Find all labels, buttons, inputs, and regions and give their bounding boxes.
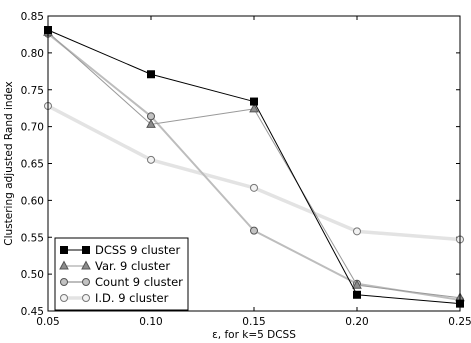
data-point (147, 112, 155, 121)
legend-item: Count 9 cluster (60, 275, 183, 289)
data-point (250, 226, 258, 235)
legend: DCSS 9 cluster Var. 9 cluster Count 9 clus… (54, 237, 189, 311)
plot-series (43, 26, 465, 308)
legend-label: Count 9 cluster (95, 275, 183, 289)
series-line (47, 104, 461, 242)
x-tick-label: 0.10 (139, 316, 162, 328)
tick-labels: 0.05 0.10 0.15 0.20 0.25 0.45 0.50 0.55 0.60 0.65… (21, 11, 471, 328)
series-3 (44, 101, 464, 244)
legend-marker (82, 246, 90, 254)
legend-marker (59, 260, 69, 270)
data-point (250, 97, 258, 106)
y-tick-label: 0.80 (21, 48, 44, 60)
y-tick-label: 0.70 (21, 122, 44, 134)
legend-marker (60, 246, 68, 254)
data-point (352, 279, 362, 289)
legend-label: Var. 9 cluster (95, 259, 170, 273)
plot-area-frame (47, 15, 461, 312)
y-tick-label: 0.50 (21, 269, 44, 281)
legend-item: DCSS 9 cluster (60, 243, 180, 257)
data-point (249, 103, 259, 113)
x-tick-label: 0.15 (242, 316, 265, 328)
data-point (146, 118, 156, 128)
y-tick-label: 0.85 (21, 11, 44, 23)
legend-item: Var. 9 cluster (59, 259, 170, 273)
data-point (147, 70, 155, 79)
legend-marker (60, 278, 68, 286)
legend-marker (82, 294, 90, 302)
legend-label: DCSS 9 cluster (95, 243, 180, 257)
x-tick-label: 0.25 (448, 316, 471, 328)
data-point (353, 227, 361, 236)
legend-marker (82, 278, 90, 286)
data-point (147, 155, 155, 164)
legend-marker (60, 294, 68, 302)
y-tick-label: 0.60 (21, 195, 44, 207)
legend-marker (81, 260, 91, 270)
legend-item: I.D. 9 cluster (60, 291, 169, 305)
data-point (353, 290, 361, 299)
y-axis-label: Clustering adjusted Rand index (3, 81, 15, 245)
y-tick-label: 0.55 (21, 232, 44, 244)
x-tick-label: 0.20 (345, 316, 368, 328)
y-tick-label: 0.65 (21, 159, 44, 171)
y-tick-label: 0.45 (21, 306, 44, 318)
data-point (250, 183, 258, 192)
x-tick-label: 0.05 (36, 316, 59, 328)
legend-label: I.D. 9 cluster (95, 291, 169, 305)
x-axis-label: ε, for k=5 DCSS (212, 329, 296, 341)
y-tick-label: 0.75 (21, 85, 44, 97)
